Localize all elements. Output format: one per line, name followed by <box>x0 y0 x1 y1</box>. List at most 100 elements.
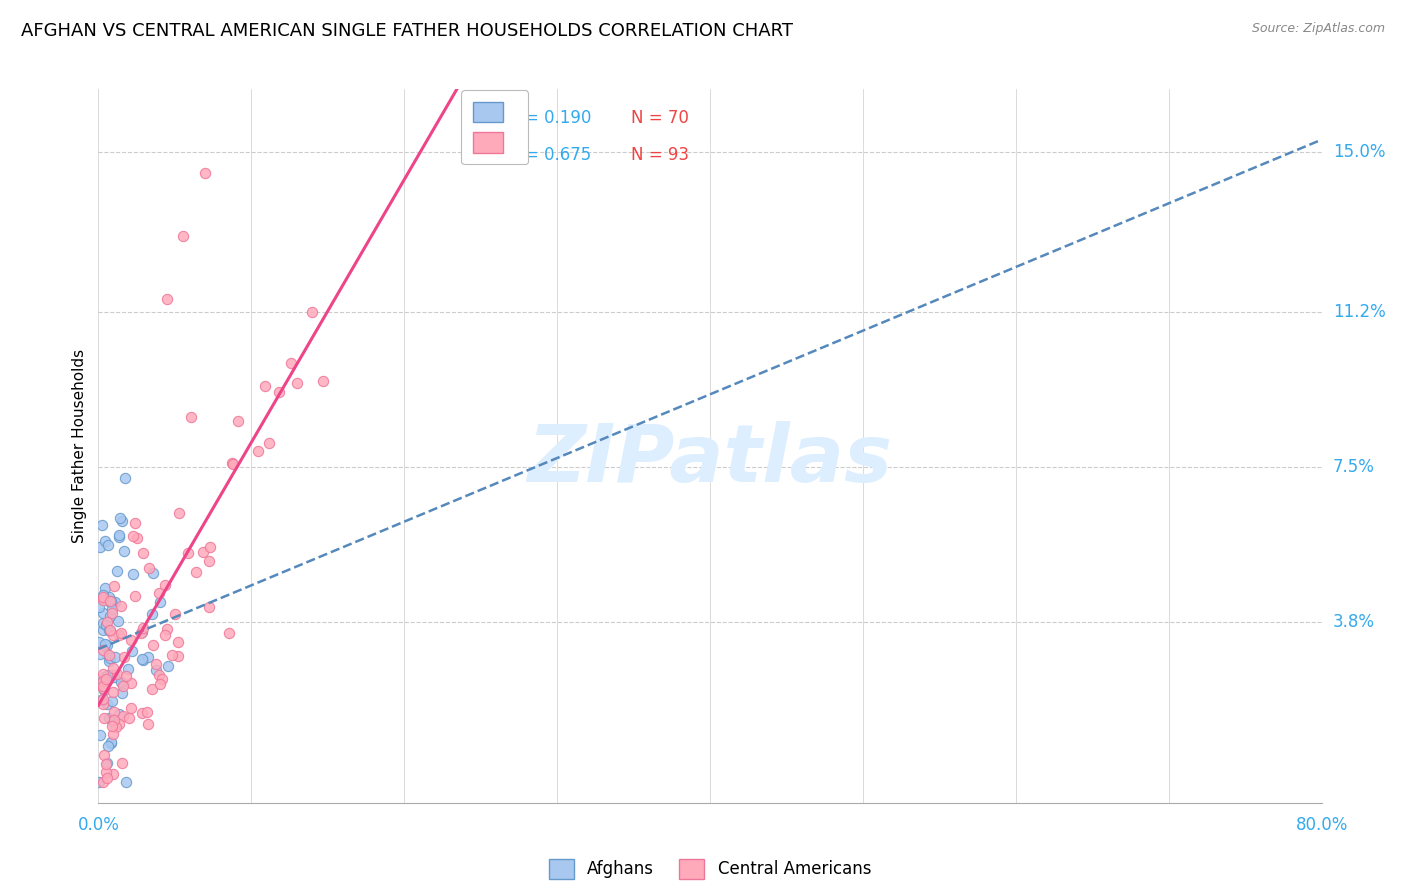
Point <box>153 628 176 642</box>
Point <box>108 706 131 721</box>
Text: N = 93: N = 93 <box>630 146 689 164</box>
Point <box>108 628 131 642</box>
Point <box>122 528 145 542</box>
Point <box>136 650 159 665</box>
Point <box>105 667 128 681</box>
Point <box>98 711 121 725</box>
Point <box>312 374 335 388</box>
Point <box>93 682 115 697</box>
Point <box>103 713 125 727</box>
Point <box>89 635 111 649</box>
Point <box>172 229 194 244</box>
Point <box>98 653 121 667</box>
Point <box>91 616 114 631</box>
Point <box>218 626 240 640</box>
Point <box>96 648 118 662</box>
Point <box>91 666 114 681</box>
Point <box>120 676 142 690</box>
Point <box>93 533 115 548</box>
Point <box>91 518 114 533</box>
Point <box>131 706 153 721</box>
Point <box>91 673 114 688</box>
Point <box>142 566 165 581</box>
Point <box>198 541 221 555</box>
Point <box>156 292 179 306</box>
Point <box>98 624 121 639</box>
Point <box>141 607 163 621</box>
Point <box>254 379 277 393</box>
Point <box>96 756 118 770</box>
Point <box>103 705 125 719</box>
Point <box>135 706 157 720</box>
Point <box>91 681 114 695</box>
Point <box>91 589 114 603</box>
Point <box>124 516 146 530</box>
Point <box>142 638 165 652</box>
Point <box>97 538 120 552</box>
Point <box>108 530 131 544</box>
Point <box>186 565 208 579</box>
Point <box>167 649 190 664</box>
Point <box>136 716 159 731</box>
Point <box>148 668 170 682</box>
Point <box>89 540 111 554</box>
Point <box>101 602 124 616</box>
Point <box>93 711 115 725</box>
Point <box>280 356 302 370</box>
Point <box>98 593 121 607</box>
Point <box>125 531 148 545</box>
Point <box>91 774 114 789</box>
Point <box>97 668 120 682</box>
Point <box>115 668 138 682</box>
Point <box>156 622 179 636</box>
Point <box>107 614 129 628</box>
Point <box>110 599 132 614</box>
Point <box>198 554 221 568</box>
Point <box>98 595 121 609</box>
Point <box>131 653 153 667</box>
Point <box>103 579 125 593</box>
Point <box>111 514 134 528</box>
Point <box>94 757 117 772</box>
Point <box>120 701 142 715</box>
Text: R = 0.675: R = 0.675 <box>508 146 592 164</box>
Point <box>115 774 138 789</box>
Point <box>100 606 122 620</box>
Point <box>141 681 163 696</box>
Point <box>101 719 124 733</box>
Point <box>226 413 249 427</box>
Point <box>149 677 172 691</box>
Point <box>98 651 121 665</box>
Point <box>112 709 135 723</box>
Point <box>98 591 121 605</box>
Point <box>91 607 114 621</box>
Point <box>111 679 134 693</box>
Point <box>91 623 114 637</box>
Point <box>191 545 214 559</box>
Point <box>97 739 120 754</box>
Point <box>160 648 183 662</box>
Text: N = 70: N = 70 <box>630 109 689 127</box>
Point <box>153 578 176 592</box>
Point <box>89 676 111 690</box>
Point <box>285 376 308 390</box>
Point <box>259 436 281 450</box>
Point <box>103 628 125 642</box>
Point <box>100 623 122 637</box>
Point <box>177 545 200 559</box>
Point <box>103 670 125 684</box>
Point <box>96 765 118 780</box>
Point <box>117 662 139 676</box>
Point <box>197 599 219 614</box>
Point <box>110 675 132 690</box>
Point <box>221 456 243 470</box>
Point <box>148 585 170 599</box>
Point <box>131 625 153 640</box>
Point <box>111 685 134 699</box>
Point <box>124 589 146 603</box>
Point <box>118 711 141 725</box>
Point <box>93 747 115 762</box>
Point <box>96 638 118 652</box>
Point <box>132 621 155 635</box>
Point <box>180 410 202 425</box>
